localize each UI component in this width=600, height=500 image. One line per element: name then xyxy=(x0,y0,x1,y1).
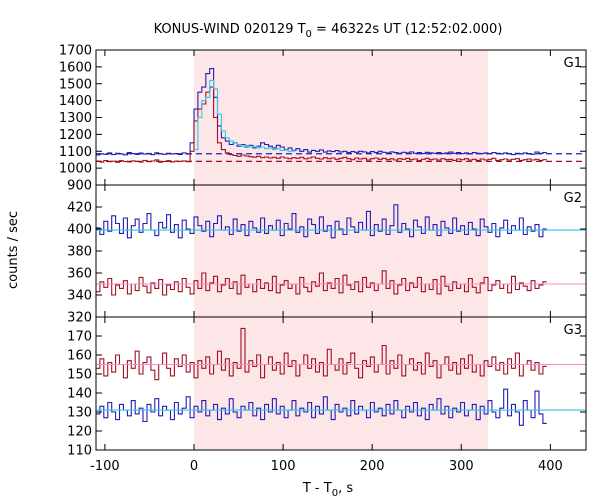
series-g2-blue-0 xyxy=(96,204,547,239)
series-g2-red-1 xyxy=(96,270,547,296)
panel-label-g3: G3 xyxy=(564,323,582,338)
highlight-layer xyxy=(194,50,488,450)
y-tick-label-g3-170: 170 xyxy=(67,330,92,345)
y-tick-label-g1-1000: 1000 xyxy=(59,162,92,177)
x-axis-label-main: T - T xyxy=(302,481,332,496)
series-g1-red-1 xyxy=(96,86,547,163)
x-tick-label-200: 200 xyxy=(360,459,385,474)
panel-label-g1: G1 xyxy=(564,56,582,71)
y-axis-label: counts / sec xyxy=(6,211,21,289)
chart-title: KONUS-WIND 020129 T0 = 46322s UT (12:52:… xyxy=(154,22,503,40)
x-tick-label-100: 100 xyxy=(271,459,296,474)
y-tick-label-g1-1300: 1300 xyxy=(59,111,92,126)
y-tick-label-g3-130: 130 xyxy=(67,406,92,421)
y-tick-label-g2-400: 400 xyxy=(67,223,92,238)
series-g3-red-0 xyxy=(96,327,547,381)
y-tick-label-g1-1700: 1700 xyxy=(59,44,92,59)
y-tick-label-g1-1500: 1500 xyxy=(59,77,92,92)
highlight-band-g3 xyxy=(194,317,488,450)
y-tick-label-g3-160: 160 xyxy=(67,349,92,364)
series-g1-cyan-2 xyxy=(194,79,296,152)
chart-title-subscript: 0 xyxy=(306,29,312,40)
y-tick-label-g1-900: 900 xyxy=(67,179,92,194)
chart-title-main: KONUS-WIND 020129 T xyxy=(154,22,306,37)
y-tick-label-g1-1600: 1600 xyxy=(59,60,92,75)
x-axis-label-subscript: 0 xyxy=(332,488,338,499)
panel-label-g2: G2 xyxy=(564,191,582,206)
y-tick-label-g1-1100: 1100 xyxy=(59,145,92,160)
y-tick-label-g2-340: 340 xyxy=(67,289,92,304)
x-tick-label-400: 400 xyxy=(538,459,563,474)
series-layer xyxy=(96,68,586,426)
highlight-band-g1 xyxy=(194,50,488,185)
y-tick-label-g3-110: 110 xyxy=(67,444,92,459)
x-tick-label--100: -100 xyxy=(90,459,120,474)
y-tick-label-g2-360: 360 xyxy=(67,267,92,282)
panel-frame-g3 xyxy=(95,316,587,451)
tick-layer: 90010001100120013001400150016001700G1320… xyxy=(59,44,586,474)
y-tick-label-g2-380: 380 xyxy=(67,245,92,260)
y-tick-label-g3-150: 150 xyxy=(67,368,92,383)
y-tick-label-g2-420: 420 xyxy=(67,201,92,216)
series-g1-blue-0 xyxy=(96,68,547,156)
highlight-band-g2 xyxy=(194,185,488,317)
x-tick-label-300: 300 xyxy=(449,459,474,474)
y-tick-label-g3-140: 140 xyxy=(67,387,92,402)
y-tick-label-g2-320: 320 xyxy=(67,311,92,326)
x-tick-label-0: 0 xyxy=(190,459,198,474)
chart-title-rest: = 46322s UT (12:52:02.000) xyxy=(312,22,502,37)
y-tick-label-g3-120: 120 xyxy=(67,425,92,440)
y-tick-label-g1-1200: 1200 xyxy=(59,128,92,143)
x-axis-label-rest: , s xyxy=(338,481,353,496)
y-tick-label-g1-1400: 1400 xyxy=(59,94,92,109)
x-axis-label: T - T0, s xyxy=(302,481,353,499)
